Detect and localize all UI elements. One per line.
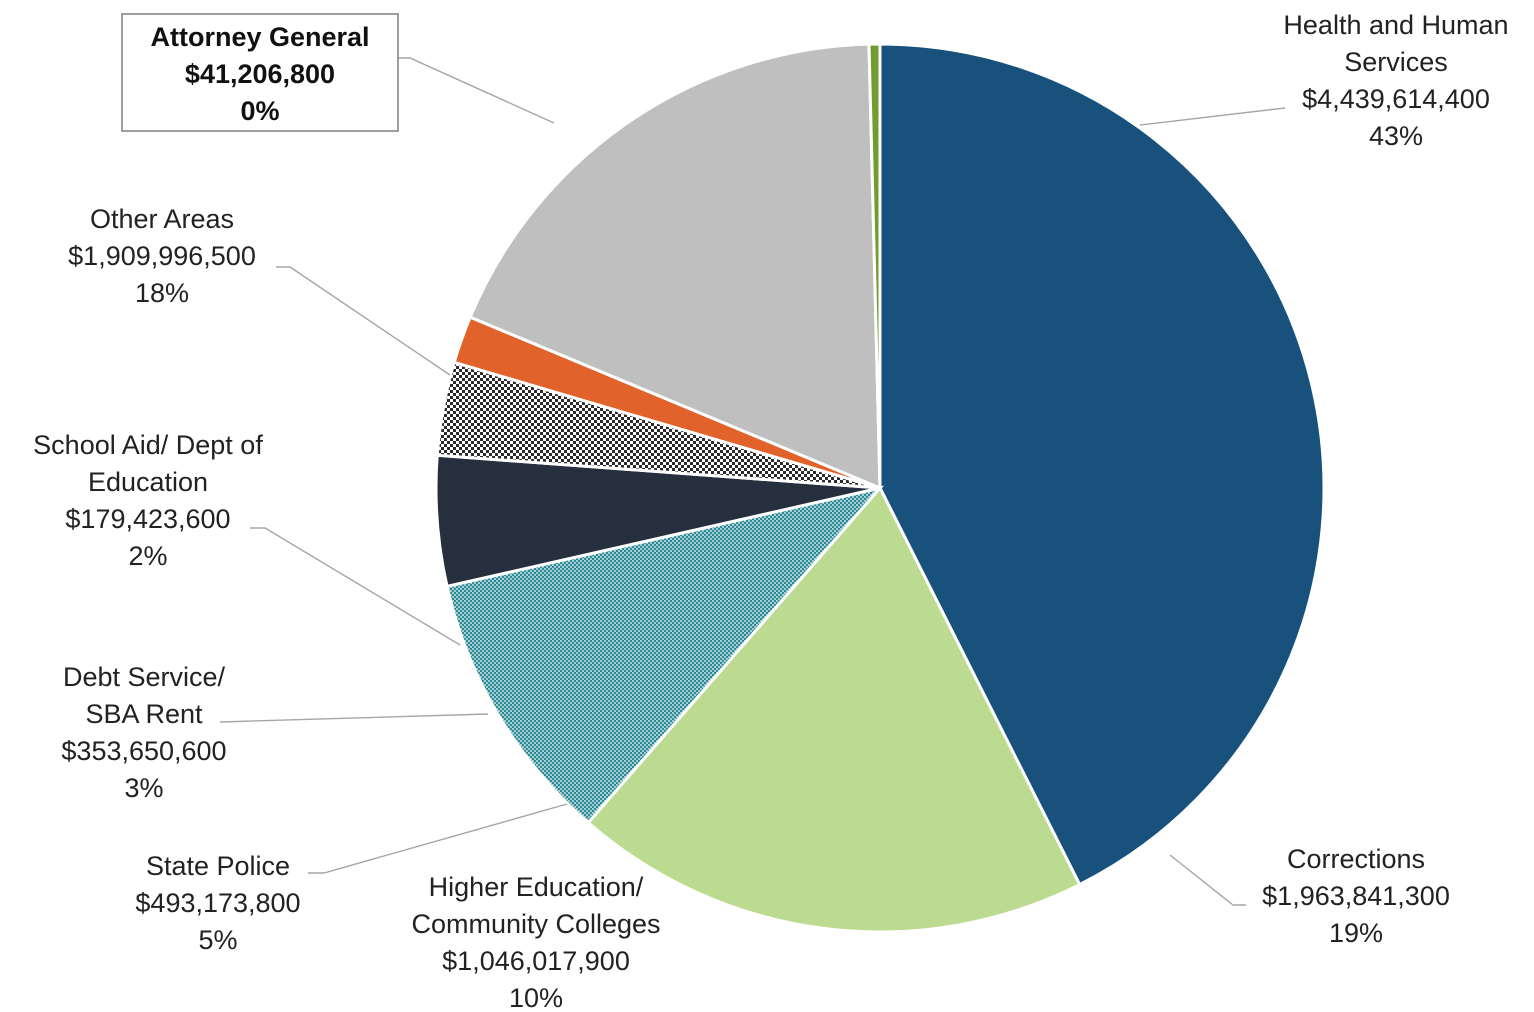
- slice-labels: Health and Human Services $4,439,614,400 43…: [33, 10, 1508, 1012]
- pie-slice-other-areas: [468, 42, 882, 491]
- leader-line-health-and-human-services: [1139, 107, 1286, 126]
- data-label-other-areas: Other Areas $1,909,996,500 18%: [68, 204, 256, 308]
- pie-slice-higher-education-community-colleges: [445, 485, 885, 825]
- pie-slice-health-and-human-services: [878, 42, 1326, 887]
- data-label-attorney-general: Attorney General $41,206,800 0%: [150, 22, 369, 126]
- leader-line-attorney-general: [396, 57, 555, 124]
- leader-line-other-areas: [276, 266, 451, 376]
- pie-slice-attorney-general: [867, 42, 882, 489]
- leader-lines: [219, 57, 1286, 906]
- data-label-school-aid-dept-of-education: School Aid/ Dept of Education $179,423,600…: [33, 430, 263, 571]
- leader-line-school-aid-dept-of-education: [250, 527, 461, 646]
- data-label-debt-service-sba-rent: Debt Service/SBA Rent $353,650,600 3%: [61, 662, 226, 803]
- pie-slices: [434, 42, 1326, 934]
- leader-line-debt-service-sba-rent: [219, 713, 489, 723]
- callout-box-attorney-general: [121, 13, 399, 132]
- data-label-corrections: Corrections $1,963,841,300 19%: [1262, 844, 1450, 948]
- data-label-higher-education-community-colleges: Higher Education/Community Colleges $1,04…: [411, 872, 660, 1012]
- leader-line-corrections: [1169, 854, 1246, 906]
- data-label-health-and-human-services: Health and Human Services $4,439,614,400 43…: [1283, 10, 1508, 151]
- pie-slice-corrections: [586, 485, 1082, 934]
- data-label-state-police: State Police $493,173,800 5%: [135, 851, 300, 955]
- leader-line-state-police: [308, 803, 568, 874]
